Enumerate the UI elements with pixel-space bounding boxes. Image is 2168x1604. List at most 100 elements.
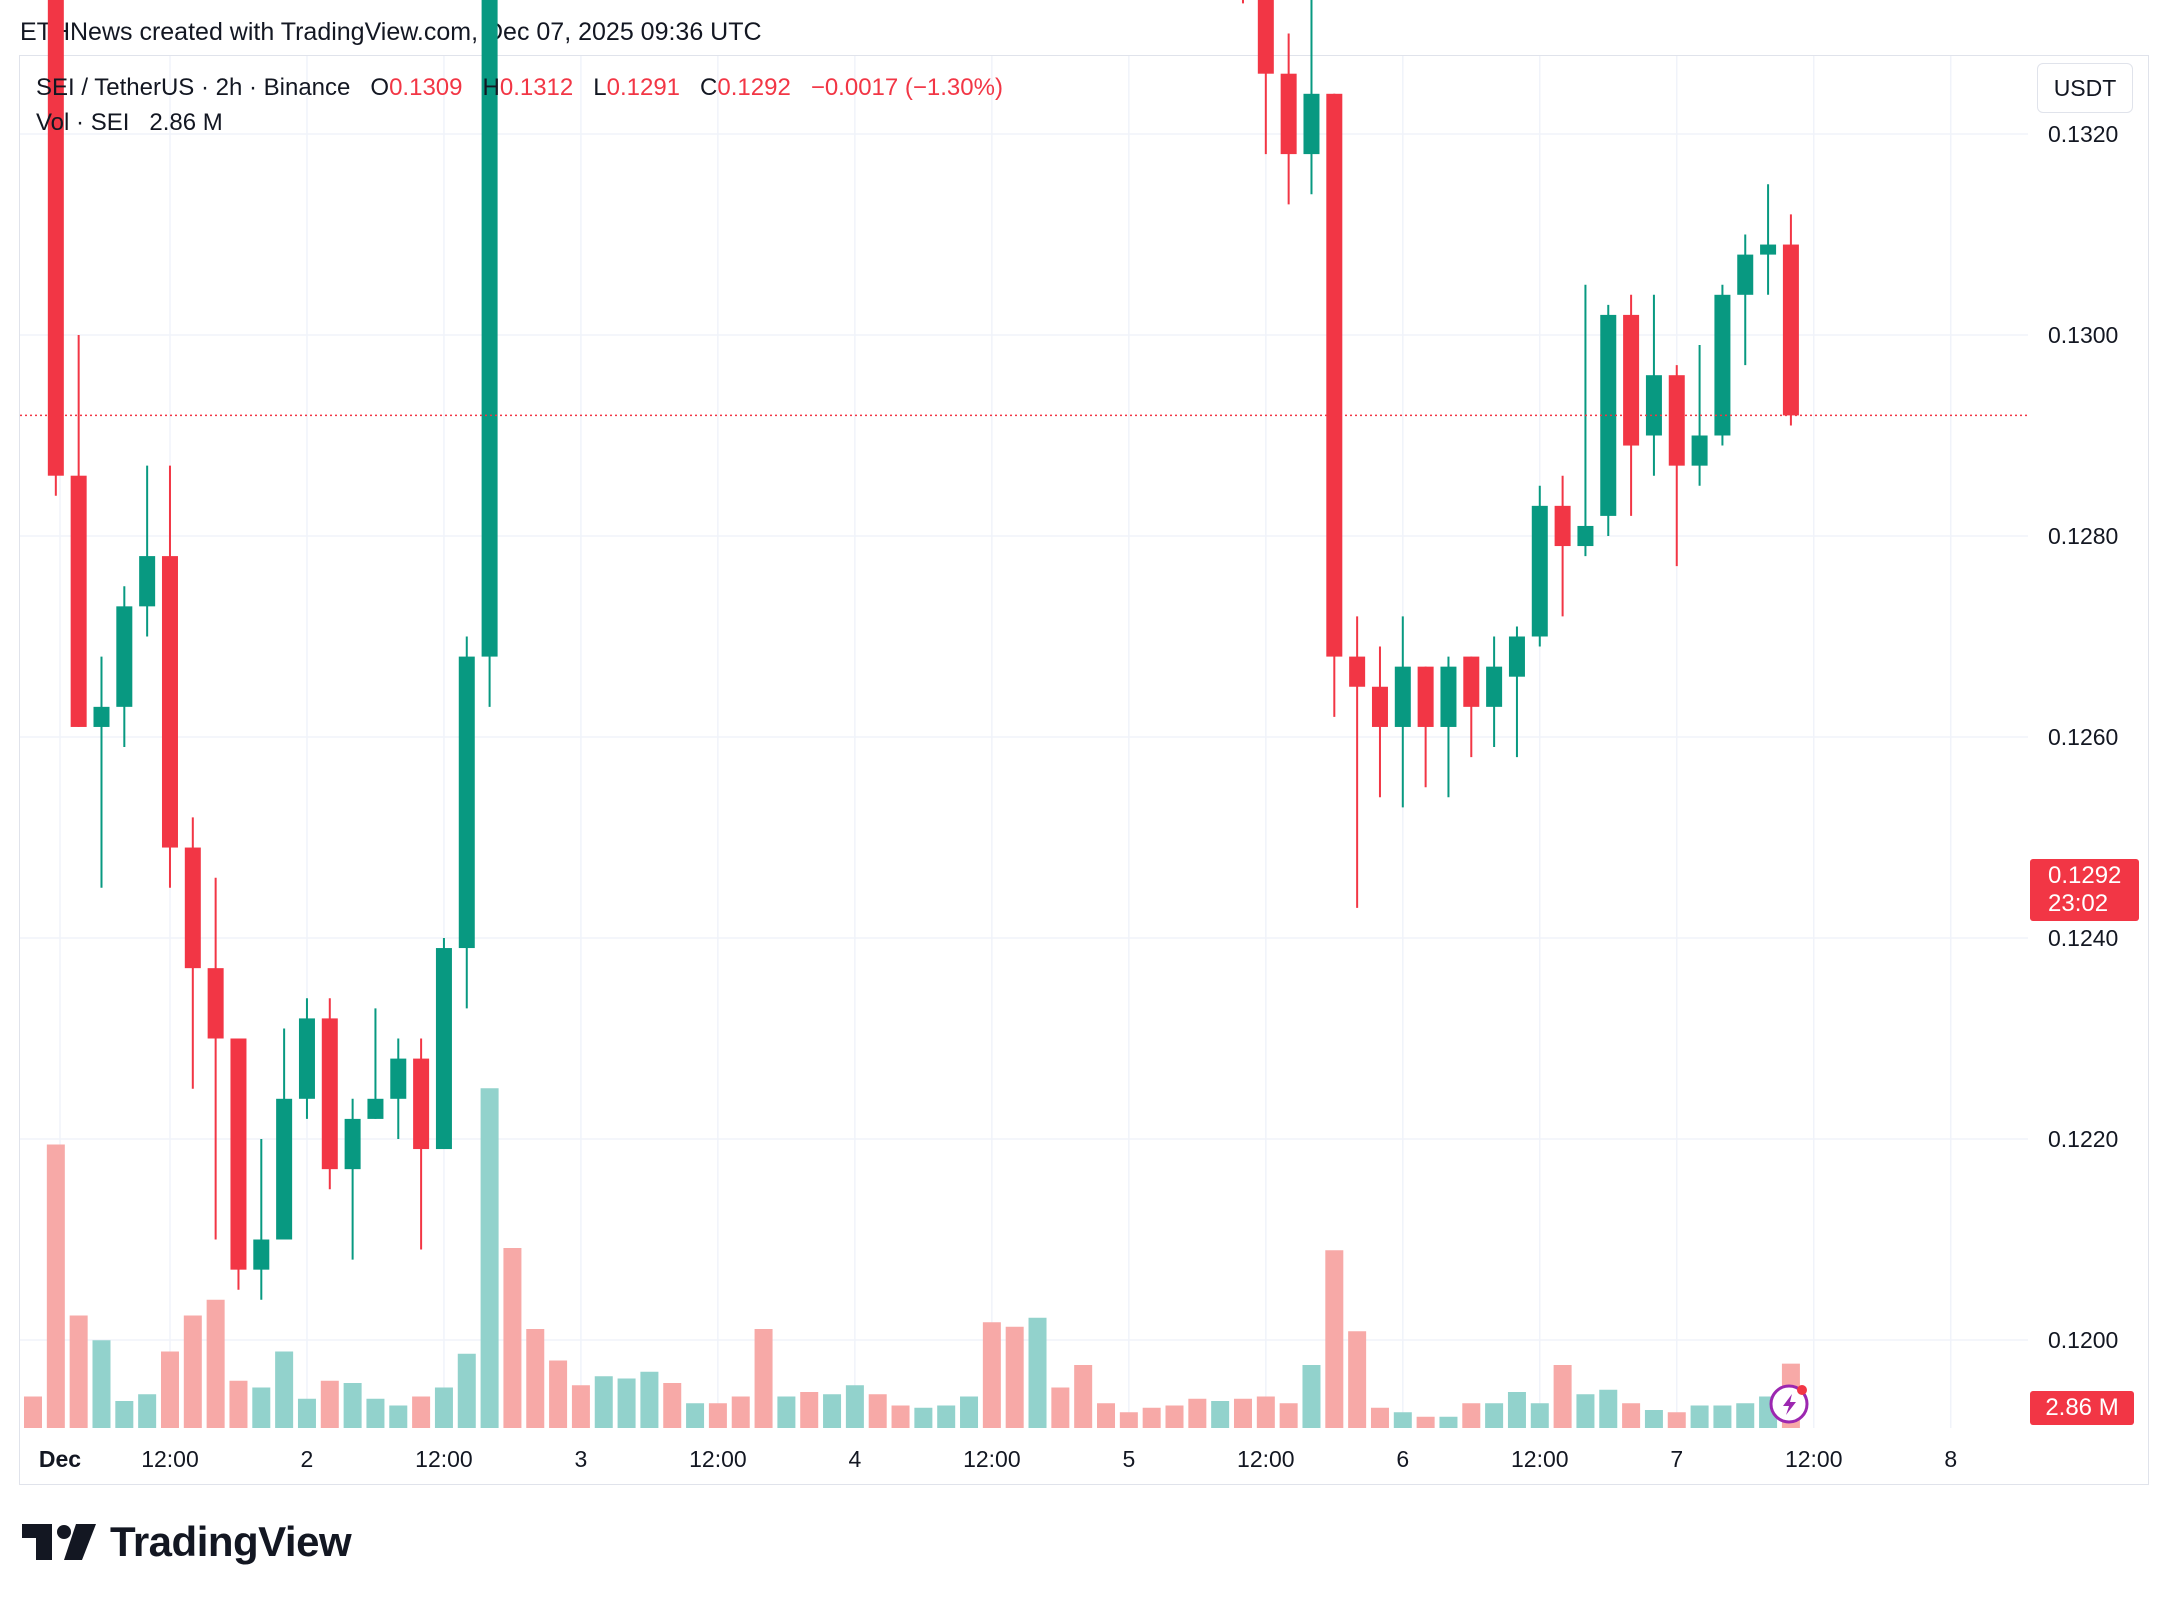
candle-body[interactable] xyxy=(1714,294,1731,436)
time-tick-label: 12:00 xyxy=(689,1446,747,1472)
volume-bar xyxy=(549,1360,568,1428)
price-axis: 0.14400.14200.14000.13800.13600.13400.13… xyxy=(2048,121,2118,1353)
last-volume-label: 2.86 M xyxy=(2030,1391,2134,1425)
open-label: O xyxy=(370,74,390,101)
candle-body[interactable] xyxy=(435,948,452,1150)
candle-body[interactable] xyxy=(1623,314,1640,446)
candle-body[interactable] xyxy=(1280,73,1297,155)
candle-body[interactable] xyxy=(1371,686,1388,727)
candle-body[interactable] xyxy=(139,556,156,607)
candle-body[interactable] xyxy=(1463,656,1480,707)
volume-bar xyxy=(1211,1401,1230,1428)
candle-body[interactable] xyxy=(1600,314,1617,516)
volume-bar xyxy=(1119,1412,1138,1428)
volume-bar xyxy=(1097,1403,1116,1428)
volume-bar xyxy=(1622,1403,1641,1428)
candle-body[interactable] xyxy=(47,0,64,476)
volume-bar xyxy=(1439,1416,1458,1428)
volume-bar xyxy=(1530,1403,1549,1428)
candle-body[interactable] xyxy=(1737,254,1754,295)
volume-bar xyxy=(92,1340,111,1428)
candle-body[interactable] xyxy=(1645,375,1662,436)
candle-body[interactable] xyxy=(1577,525,1594,547)
chart-frame xyxy=(19,55,2149,1485)
candle-body[interactable] xyxy=(1326,93,1343,657)
volume-bar xyxy=(571,1385,590,1428)
volume-bar xyxy=(183,1315,202,1428)
time-tick-label: 7 xyxy=(1670,1446,1683,1472)
candle-body[interactable] xyxy=(321,1018,338,1170)
candle-body[interactable] xyxy=(1782,244,1799,416)
volume-bar xyxy=(434,1387,453,1428)
volume-bar xyxy=(845,1385,864,1428)
volume-bar xyxy=(1713,1405,1732,1428)
flash-icon[interactable] xyxy=(1769,1384,1809,1424)
candle-body[interactable] xyxy=(1691,435,1708,466)
volume-bar xyxy=(1599,1389,1618,1428)
volume-bar xyxy=(1462,1403,1481,1428)
candle-body[interactable] xyxy=(1531,505,1548,637)
candle-body[interactable] xyxy=(230,1038,247,1270)
volume-bar xyxy=(275,1351,294,1428)
candle-body[interactable] xyxy=(1508,636,1525,677)
volume-bar xyxy=(1233,1398,1252,1428)
volume-bar xyxy=(1485,1403,1504,1428)
time-tick-label: 5 xyxy=(1122,1446,1135,1472)
time-tick-label: 12:00 xyxy=(963,1446,1021,1472)
low-value: 0.1291 xyxy=(606,74,681,101)
volume-bar xyxy=(1279,1403,1298,1428)
volume-bar xyxy=(891,1405,910,1428)
candle-body[interactable] xyxy=(1349,656,1366,687)
candle-body[interactable] xyxy=(344,1118,361,1170)
time-tick-label: 12:00 xyxy=(141,1446,199,1472)
close-value: 0.1292 xyxy=(717,74,791,101)
candle-body[interactable] xyxy=(1554,505,1571,547)
time-tick-label: 2 xyxy=(301,1446,314,1472)
volume-bar xyxy=(617,1378,636,1428)
candle-body[interactable] xyxy=(1417,666,1434,727)
candle-body[interactable] xyxy=(161,556,178,848)
volume-bar xyxy=(457,1353,476,1428)
volume-label[interactable]: Vol · SEI xyxy=(36,109,130,136)
candle-body[interactable] xyxy=(207,968,224,1039)
candle-body[interactable] xyxy=(184,847,201,969)
candle-body[interactable] xyxy=(1257,0,1274,74)
change-value: −0.0017 (−1.30%) xyxy=(810,74,1003,101)
volume-bar xyxy=(1302,1365,1321,1428)
time-tick-label: 8 xyxy=(1944,1446,1957,1472)
volume-bar xyxy=(1188,1398,1207,1428)
candle-body[interactable] xyxy=(390,1058,407,1099)
candle-body[interactable] xyxy=(481,0,498,657)
candle-body[interactable] xyxy=(253,1239,270,1270)
candle-body[interactable] xyxy=(1668,375,1685,466)
candle-body[interactable] xyxy=(70,475,87,727)
volume-bar xyxy=(297,1398,316,1428)
candle-body[interactable] xyxy=(298,1018,315,1099)
candle-body[interactable] xyxy=(413,1058,430,1150)
volume-bar xyxy=(366,1398,385,1428)
volume-bar xyxy=(1393,1412,1412,1428)
candle-body[interactable] xyxy=(93,706,110,727)
volume-bar xyxy=(229,1380,248,1428)
candle-body[interactable] xyxy=(367,1098,384,1119)
volume-bar xyxy=(1005,1326,1024,1428)
candle-body[interactable] xyxy=(116,606,133,707)
candle-body[interactable] xyxy=(1486,666,1503,707)
candle-body[interactable] xyxy=(458,656,475,949)
volume-bar xyxy=(343,1383,362,1428)
low-label: L xyxy=(593,74,607,101)
candle-body[interactable] xyxy=(1760,244,1777,255)
volume-bar xyxy=(960,1396,979,1428)
candle-body[interactable] xyxy=(276,1098,293,1240)
volume-bar xyxy=(480,1088,499,1428)
volume-bar xyxy=(1370,1407,1389,1428)
tradingview-logo[interactable]: TradingView xyxy=(22,1518,352,1566)
volume-bar xyxy=(1165,1405,1184,1428)
candle-body[interactable] xyxy=(1303,93,1320,155)
volume-bar xyxy=(800,1392,819,1428)
currency-unit-button[interactable]: USDT xyxy=(2037,63,2133,113)
candle-body[interactable] xyxy=(1440,666,1457,727)
candle-body[interactable] xyxy=(1394,666,1411,727)
symbol-name[interactable]: SEI / TetherUS · 2h · Binance xyxy=(36,74,351,101)
